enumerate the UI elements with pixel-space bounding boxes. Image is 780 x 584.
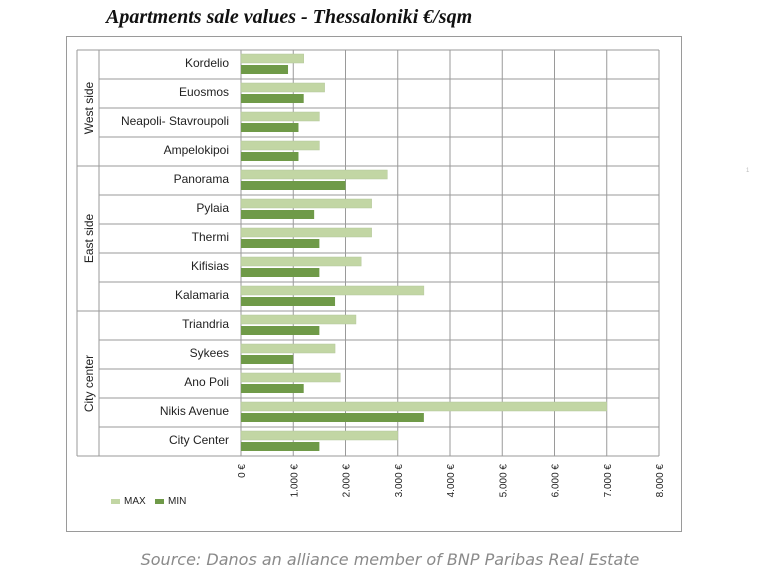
x-tick-label: 8.000 € xyxy=(655,464,666,498)
chart-title: Apartments sale values - Thessaloniki €/… xyxy=(106,6,473,28)
category-label-neapoli-stavroupoli: Neapoli- Stavroupoli xyxy=(121,114,229,128)
legend-swatch-max xyxy=(111,499,120,504)
category-label-triandria: Triandria xyxy=(182,317,229,331)
bar-max-triandria xyxy=(240,314,357,325)
bar-min-thermi xyxy=(241,239,320,248)
bar-max-ano-poli xyxy=(240,372,341,383)
x-tick-label: 1.000 € xyxy=(289,464,300,498)
group-label-city-center: City center xyxy=(82,355,96,412)
bar-max-euosmos xyxy=(240,82,325,93)
x-tick-label: 7.000 € xyxy=(603,464,614,498)
bar-min-kordelio xyxy=(241,65,289,74)
bar-chart: West side East side City center Kordelio Euo… xyxy=(76,49,666,507)
source-caption: Source: Danos an alliance member of BNP … xyxy=(140,550,640,569)
bar-max-nikis-avenue xyxy=(240,401,607,412)
x-tick-label: 0 € xyxy=(237,464,248,478)
bar-max-thermi xyxy=(240,227,372,238)
bar-min-kifisias xyxy=(241,268,320,277)
bar-max-kordelio xyxy=(240,53,304,64)
category-label-panorama: Panorama xyxy=(174,172,230,186)
category-label-sykees: Sykees xyxy=(190,346,229,360)
bar-min-panorama xyxy=(241,181,346,190)
x-tick-label: 6.000 € xyxy=(551,464,562,498)
side-mark: 1 xyxy=(746,168,750,174)
bar-min-pylaia xyxy=(241,210,315,219)
bar-min-kalamaria xyxy=(241,297,336,306)
group-label-east-side: East side xyxy=(82,213,96,263)
bar-max-pylaia xyxy=(240,198,372,209)
category-label-kordelio: Kordelio xyxy=(185,56,229,70)
legend-swatch-min xyxy=(155,499,164,504)
bar-min-euosmos xyxy=(241,94,304,103)
bar-min-triandria xyxy=(241,326,320,335)
bar-max-panorama xyxy=(240,169,388,180)
bar-min-nikis-avenue xyxy=(241,413,424,422)
group-label-west-side: West side xyxy=(82,81,96,134)
bar-max-sykees xyxy=(240,343,336,354)
x-tick-label: 4.000 € xyxy=(446,464,457,498)
bar-max-ampelokipoi xyxy=(240,140,320,151)
bar-max-kifisias xyxy=(240,256,362,267)
category-label-euosmos: Euosmos xyxy=(179,85,229,99)
bar-max-neapoli-stavroupoli xyxy=(240,111,320,122)
bar-min-ano-poli xyxy=(241,384,304,393)
bar-max-city-center xyxy=(240,430,398,441)
x-tick-label: 2.000 € xyxy=(342,464,353,498)
category-label-kalamaria: Kalamaria xyxy=(175,288,229,302)
bar-min-sykees xyxy=(241,355,294,364)
bar-min-city-center xyxy=(241,442,320,451)
legend-label-min: MIN xyxy=(168,496,186,507)
category-label-city-center: City Center xyxy=(169,433,229,447)
bar-min-neapoli-stavroupoli xyxy=(241,123,299,132)
x-tick-label: 3.000 € xyxy=(394,464,405,498)
category-label-pylaia: Pylaia xyxy=(196,201,229,215)
category-label-ampelokipoi: Ampelokipoi xyxy=(164,143,229,157)
x-tick-label: 5.000 € xyxy=(498,464,509,498)
legend-label-max: MAX xyxy=(124,496,146,507)
category-label-kifisias: Kifisias xyxy=(191,259,229,273)
category-label-nikis-avenue: Nikis Avenue xyxy=(160,404,229,418)
chart-frame: West side East side City center Kordelio Euo… xyxy=(66,36,682,532)
bar-max-kalamaria xyxy=(240,285,425,296)
bar-min-ampelokipoi xyxy=(241,152,299,161)
category-label-ano-poli: Ano Poli xyxy=(184,375,229,389)
category-label-thermi: Thermi xyxy=(192,230,229,244)
